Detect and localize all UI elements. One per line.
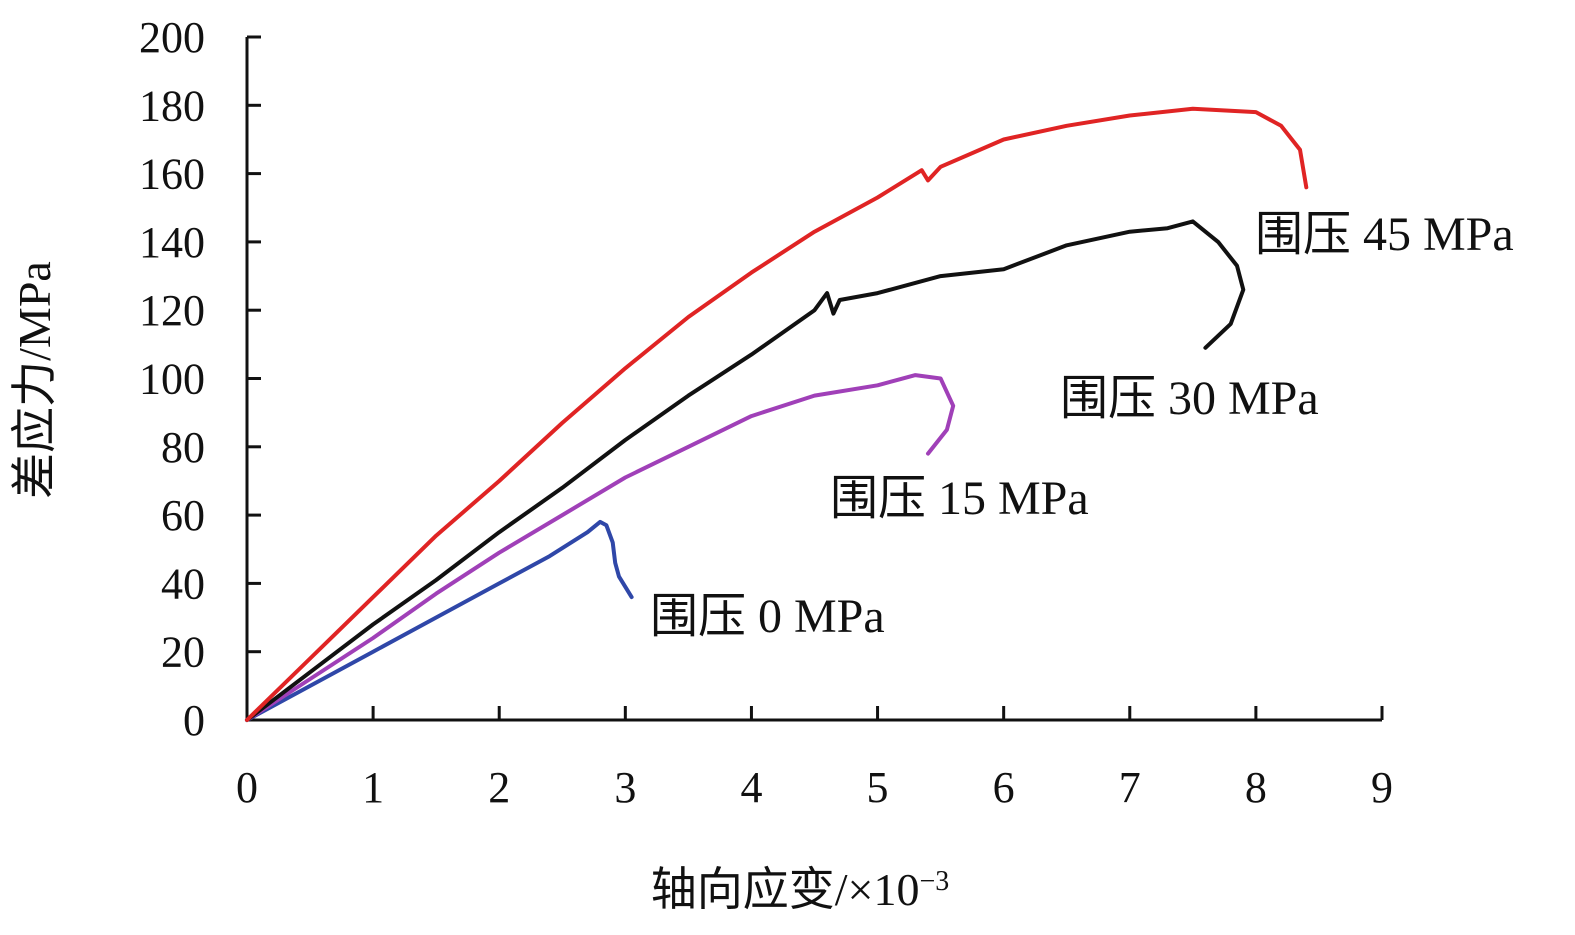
x-axis-title: 轴向应变/×10−3: [651, 864, 950, 915]
series-line: [245, 373, 956, 722]
x-tick-label: 2: [488, 763, 510, 812]
y-tick-label: 20: [161, 628, 205, 677]
y-tick-label: 80: [161, 423, 205, 472]
y-tick-label: 140: [139, 218, 205, 267]
x-tick-label: 0: [236, 763, 258, 812]
y-tick-label: 120: [139, 286, 205, 335]
x-axis-title-sup: −3: [919, 866, 949, 897]
x-tick-label: 3: [614, 763, 636, 812]
series-label: 围压 0 MPa: [650, 590, 885, 643]
series-line: [245, 519, 634, 722]
ticks: 0 20 40 60 80 100 120 140 160 180 200 0 1 2 3 4 5 6 7 8 9: [139, 13, 1393, 812]
x-tick-label: 8: [1245, 763, 1267, 812]
series-lines: [245, 106, 1309, 722]
x-tick-label: 6: [993, 763, 1015, 812]
y-tick-label: 60: [161, 491, 205, 540]
y-axis-title: 差应力/MPa: [9, 261, 60, 499]
x-tick-label: 9: [1371, 763, 1393, 812]
x-tick-label: 4: [740, 763, 762, 812]
series-label: 围压 15 MPa: [830, 472, 1089, 525]
x-tick-label: 5: [867, 763, 889, 812]
series-line: [245, 219, 1246, 722]
y-tick-label: 160: [139, 150, 205, 199]
y-tick-label: 0: [183, 696, 205, 745]
series-label: 围压 45 MPa: [1255, 208, 1514, 261]
series-line: [245, 106, 1309, 722]
series-labels: 围压 0 MPa 围压 15 MPa 围压 30 MPa 围压 45 MPa: [650, 208, 1514, 643]
y-tick-label: 40: [161, 559, 205, 608]
series-label: 围压 30 MPa: [1060, 372, 1319, 425]
x-axis-title-main: 轴向应变/×10: [651, 864, 920, 915]
y-tick-label: 200: [139, 13, 205, 62]
y-tick-label: 100: [139, 355, 205, 404]
y-tick-label: 180: [139, 81, 205, 130]
x-tick-label: 7: [1119, 763, 1141, 812]
x-tick-label: 1: [362, 763, 384, 812]
